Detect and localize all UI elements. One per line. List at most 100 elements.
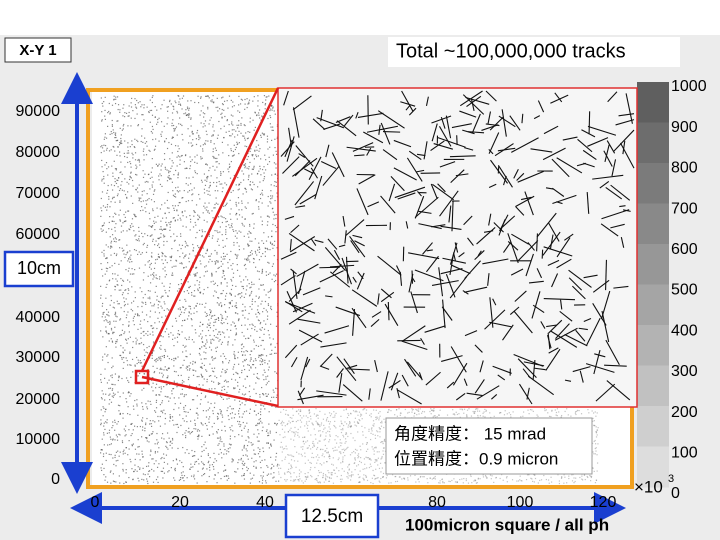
- density-dot: [223, 336, 226, 338]
- density-dot: [219, 333, 222, 336]
- density-dot: [174, 337, 176, 339]
- density-dot: [243, 264, 246, 267]
- density-dot: [265, 247, 267, 250]
- density-dot: [230, 150, 232, 152]
- density-dot: [205, 302, 207, 304]
- density-dot: [180, 278, 182, 281]
- density-dot: [218, 437, 220, 439]
- density-dot: [241, 416, 243, 418]
- density-dot: [236, 141, 238, 143]
- density-dot: [195, 266, 198, 269]
- density-dot: [594, 443, 597, 445]
- density-dot: [258, 355, 261, 357]
- density-dot: [247, 178, 249, 181]
- density-dot: [212, 235, 214, 237]
- density-dot: [338, 451, 341, 453]
- density-dot: [105, 346, 107, 348]
- density-dot: [241, 216, 243, 218]
- density-dot: [269, 290, 271, 293]
- density-dot: [205, 358, 207, 360]
- density-dot: [368, 458, 370, 460]
- density-dot: [157, 121, 159, 123]
- density-dot: [187, 245, 189, 247]
- density-dot: [201, 346, 203, 348]
- density-dot: [245, 289, 248, 291]
- density-dot: [394, 476, 396, 478]
- density-dot: [254, 126, 256, 129]
- density-dot: [245, 358, 247, 361]
- density-dot: [239, 297, 242, 299]
- density-dot: [307, 424, 309, 427]
- density-dot: [241, 475, 243, 477]
- density-dot: [147, 320, 149, 323]
- density-dot: [521, 480, 523, 482]
- density-dot: [195, 305, 197, 307]
- density-dot: [106, 147, 108, 149]
- density-dot: [100, 409, 102, 411]
- density-dot: [257, 453, 260, 455]
- density-dot: [166, 369, 168, 371]
- density-dot: [263, 307, 265, 310]
- density-dot: [240, 181, 242, 184]
- density-dot: [274, 275, 277, 277]
- density-dot: [335, 427, 337, 429]
- density-dot: [222, 360, 224, 363]
- density-dot: [285, 480, 287, 482]
- density-dot: [119, 354, 121, 357]
- density-dot: [138, 198, 141, 200]
- density-dot: [122, 324, 124, 326]
- density-dot: [157, 118, 159, 121]
- density-dot: [431, 409, 433, 411]
- density-dot: [252, 443, 254, 445]
- density-dot: [240, 122, 242, 125]
- density-dot: [222, 258, 224, 260]
- density-dot: [216, 181, 218, 184]
- density-dot: [319, 435, 322, 437]
- density-dot: [201, 338, 203, 340]
- density-dot: [183, 381, 185, 383]
- density-dot: [205, 163, 207, 165]
- density-dot: [207, 329, 210, 332]
- density-dot: [238, 363, 240, 365]
- density-dot: [164, 417, 167, 420]
- density-dot: [122, 128, 124, 130]
- density-dot: [144, 233, 146, 235]
- density-dot: [337, 436, 339, 438]
- density-dot: [258, 313, 261, 315]
- density-dot: [154, 450, 157, 453]
- density-dot: [241, 209, 243, 211]
- density-dot: [174, 220, 176, 222]
- density-dot: [221, 371, 223, 373]
- density-dot: [207, 210, 209, 212]
- density-dot: [191, 449, 193, 452]
- density-dot: [260, 475, 262, 477]
- density-dot: [430, 413, 432, 415]
- density-dot: [186, 365, 188, 368]
- density-dot: [164, 259, 167, 261]
- density-dot: [161, 295, 163, 297]
- density-dot: [146, 478, 148, 480]
- density-dot: [134, 469, 136, 471]
- density-dot: [264, 251, 266, 253]
- density-dot: [102, 393, 104, 395]
- density-dot: [120, 289, 122, 291]
- density-dot: [363, 474, 365, 476]
- density-dot: [366, 442, 368, 444]
- density-dot: [100, 228, 102, 230]
- density-dot: [160, 386, 162, 388]
- density-dot: [244, 360, 246, 362]
- density-dot: [162, 234, 165, 236]
- density-dot: [115, 132, 117, 134]
- density-dot: [129, 261, 131, 263]
- density-dot: [154, 443, 156, 445]
- density-dot: [175, 458, 177, 460]
- density-dot: [162, 262, 164, 265]
- density-dot: [286, 471, 288, 473]
- density-dot: [147, 368, 149, 371]
- density-dot: [107, 166, 110, 168]
- density-dot: [274, 371, 276, 373]
- density-dot: [239, 404, 241, 406]
- density-dot: [280, 411, 282, 413]
- density-dot: [111, 104, 114, 106]
- density-dot: [277, 463, 279, 465]
